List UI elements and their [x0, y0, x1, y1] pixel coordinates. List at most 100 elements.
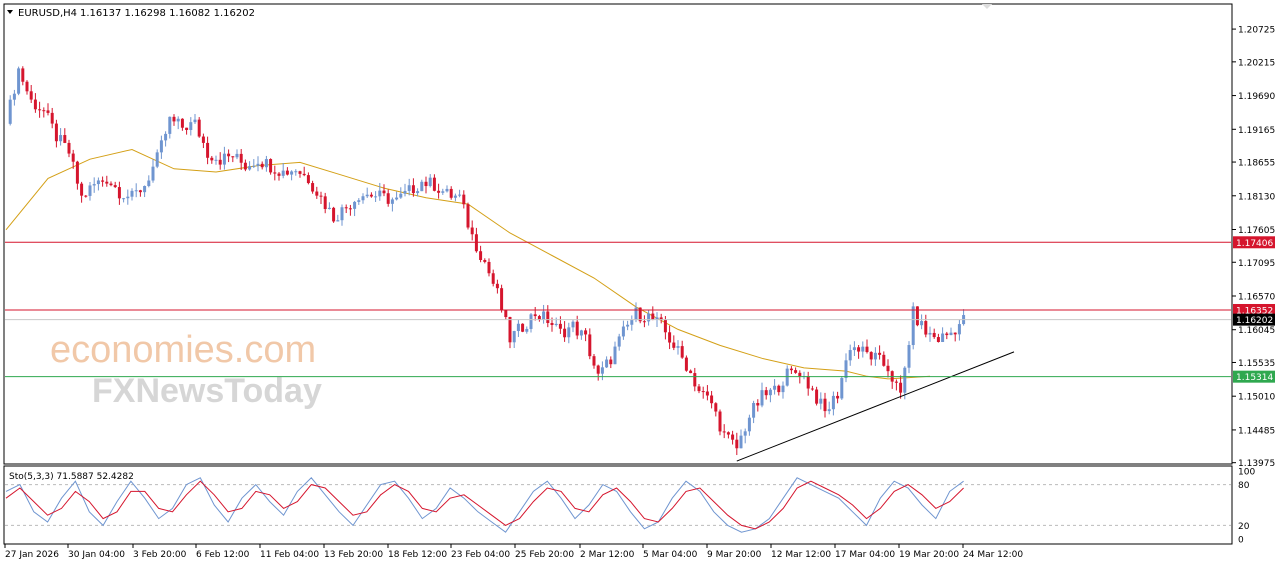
- candle: [941, 327, 945, 343]
- candle-body: [458, 194, 462, 196]
- stochastic-tick-label: 0: [1238, 536, 1244, 546]
- candle: [21, 66, 25, 86]
- candle-body: [323, 196, 327, 210]
- candle-body: [924, 321, 928, 335]
- candle-body: [46, 110, 50, 113]
- candle: [697, 384, 701, 394]
- candle: [8, 95, 12, 126]
- price-tick-label: 1.16570: [1238, 292, 1275, 302]
- candle: [361, 193, 365, 204]
- candle-body: [529, 314, 533, 329]
- candle: [483, 258, 487, 264]
- candle-body: [336, 220, 340, 222]
- candle: [936, 333, 940, 343]
- candle-body: [201, 136, 205, 143]
- candle-body: [567, 327, 571, 338]
- stochastic-panel-frame: [3, 465, 1233, 545]
- candle-body: [185, 127, 189, 130]
- candle: [92, 177, 96, 193]
- candle-body: [420, 181, 424, 192]
- candle: [164, 131, 168, 147]
- candle: [953, 332, 957, 342]
- candle-body: [172, 116, 176, 122]
- candle-body: [659, 317, 663, 320]
- price-tick-label: 1.19165: [1238, 126, 1275, 136]
- candle: [239, 148, 243, 170]
- candle: [84, 194, 88, 198]
- candle: [865, 339, 869, 354]
- candle-body: [861, 346, 865, 352]
- candle: [399, 187, 403, 199]
- candle-body: [134, 190, 138, 192]
- candle: [378, 182, 382, 201]
- candle-body: [638, 307, 642, 322]
- candle: [806, 371, 810, 396]
- level-label-resistance: 1.17406: [1236, 239, 1273, 249]
- candle: [353, 200, 357, 217]
- time-tick-label: 12 Mar 12:00: [771, 550, 831, 560]
- candle-body: [899, 382, 903, 393]
- candle-body: [126, 196, 130, 199]
- candle-body: [504, 310, 508, 318]
- price-tick-label: 1.15535: [1238, 359, 1275, 369]
- candle: [836, 391, 840, 404]
- candle-body: [831, 395, 835, 410]
- candle: [437, 183, 441, 199]
- candle: [29, 85, 33, 104]
- candle-body: [75, 161, 79, 184]
- candle-body: [176, 118, 180, 122]
- candle: [680, 340, 684, 359]
- candle: [168, 116, 172, 139]
- collapse-arrow-icon[interactable]: [7, 10, 13, 14]
- candle: [768, 387, 772, 403]
- candle-body: [25, 81, 29, 92]
- candle: [626, 320, 630, 331]
- candle-body: [395, 197, 399, 200]
- candle: [54, 119, 58, 148]
- candle: [407, 178, 411, 196]
- candle-body: [449, 188, 453, 198]
- candle: [731, 430, 735, 445]
- candle-body: [239, 153, 243, 163]
- candle-body: [764, 390, 768, 396]
- time-tick-label: 2 Mar 12:00: [580, 550, 635, 560]
- candle-body: [558, 323, 562, 329]
- candle: [113, 181, 117, 189]
- candle-body: [441, 191, 445, 193]
- candle-body: [550, 323, 554, 325]
- candle: [605, 356, 609, 368]
- candle: [911, 302, 915, 350]
- candle: [789, 366, 793, 375]
- candle: [42, 107, 46, 118]
- symbol-label: EURUSD,H4: [18, 8, 77, 19]
- candle: [852, 341, 856, 357]
- time-tick-label: 3 Feb 20:00: [133, 550, 187, 560]
- candle-body: [332, 207, 336, 222]
- shift-marker-icon[interactable]: [982, 4, 992, 9]
- candle-body: [508, 317, 512, 343]
- candle-body: [516, 323, 520, 332]
- candle: [932, 328, 936, 339]
- stochastic-tick-label: 20: [1238, 522, 1250, 532]
- price-tick-label: 1.17605: [1238, 226, 1275, 236]
- candle: [949, 327, 953, 336]
- candle-body: [96, 180, 100, 185]
- candle-body: [369, 194, 373, 197]
- time-tick-label: 18 Feb 12:00: [388, 550, 447, 560]
- candle: [357, 198, 361, 205]
- candle-body: [315, 191, 319, 196]
- candle: [500, 284, 504, 313]
- candle: [105, 175, 109, 187]
- candle: [210, 155, 214, 164]
- candle-body: [214, 159, 218, 161]
- candle-body: [735, 439, 739, 449]
- candle-body: [621, 326, 625, 337]
- candle: [542, 304, 546, 324]
- candle: [395, 191, 399, 201]
- candle-body: [302, 173, 306, 176]
- candle-body: [869, 352, 873, 360]
- candle-body: [151, 166, 155, 181]
- candle-body: [399, 193, 403, 198]
- candle: [151, 159, 155, 183]
- candle-body: [33, 99, 37, 110]
